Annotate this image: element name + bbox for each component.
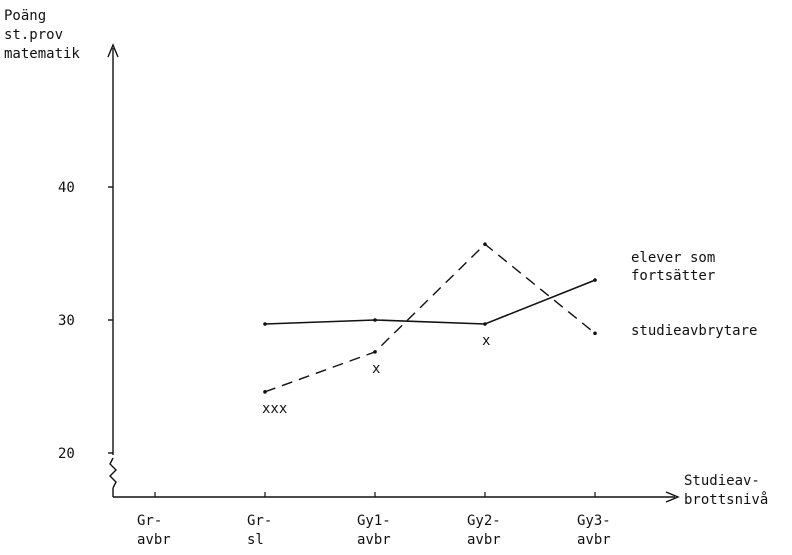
y-axis-label-line-1: Poäng (4, 8, 46, 24)
x-tick-label: avbr (467, 532, 501, 548)
y-axis-arrow-icon (107, 43, 119, 58)
x-tick-label: avbr (137, 532, 171, 548)
data-point (263, 322, 267, 326)
annotation-label: x (482, 333, 490, 349)
data-point (483, 242, 487, 246)
x-tick-label: Gy2- (467, 513, 501, 529)
legend-fortsatter-line-2: fortsätter (631, 268, 715, 284)
series-line-studieavbrytare (264, 243, 596, 393)
x-tick-label: avbr (577, 532, 611, 548)
y-tick-label: 30 (58, 313, 75, 329)
x-tick-label: Gy3- (577, 513, 611, 529)
x-tick-label: Gy1- (357, 513, 391, 529)
data-point (593, 278, 597, 282)
y-tick-label: 20 (58, 446, 75, 462)
legend-studieavbrytare: studieavbrytare (631, 323, 757, 339)
series-line-fortsatter (264, 279, 596, 325)
x-axis-label-line-2: brottsnivå (684, 491, 768, 508)
annotation-label: x (372, 361, 380, 377)
y-tick-label: 40 (58, 180, 75, 196)
data-point (263, 390, 267, 394)
x-tick-label: avbr (357, 532, 391, 548)
legend-fortsatter-line-1: elever som (631, 250, 715, 266)
x-tick-label: sl (247, 532, 264, 548)
annotation-label: xxx (262, 401, 287, 417)
data-point (593, 331, 597, 336)
x-axis-arrow-icon (665, 491, 680, 503)
axis-break-icon (109, 457, 117, 489)
y-axis-label-line-2: st.prov (4, 27, 63, 43)
data-point (483, 322, 487, 326)
x-axis-label-line-1: Studieav- (684, 473, 760, 489)
data-point (373, 318, 377, 322)
x-tick-label: Gr- (137, 513, 162, 529)
y-axis-label-line-3: matematik (4, 46, 80, 62)
x-tick-label: Gr- (247, 513, 272, 529)
data-point (373, 350, 377, 354)
